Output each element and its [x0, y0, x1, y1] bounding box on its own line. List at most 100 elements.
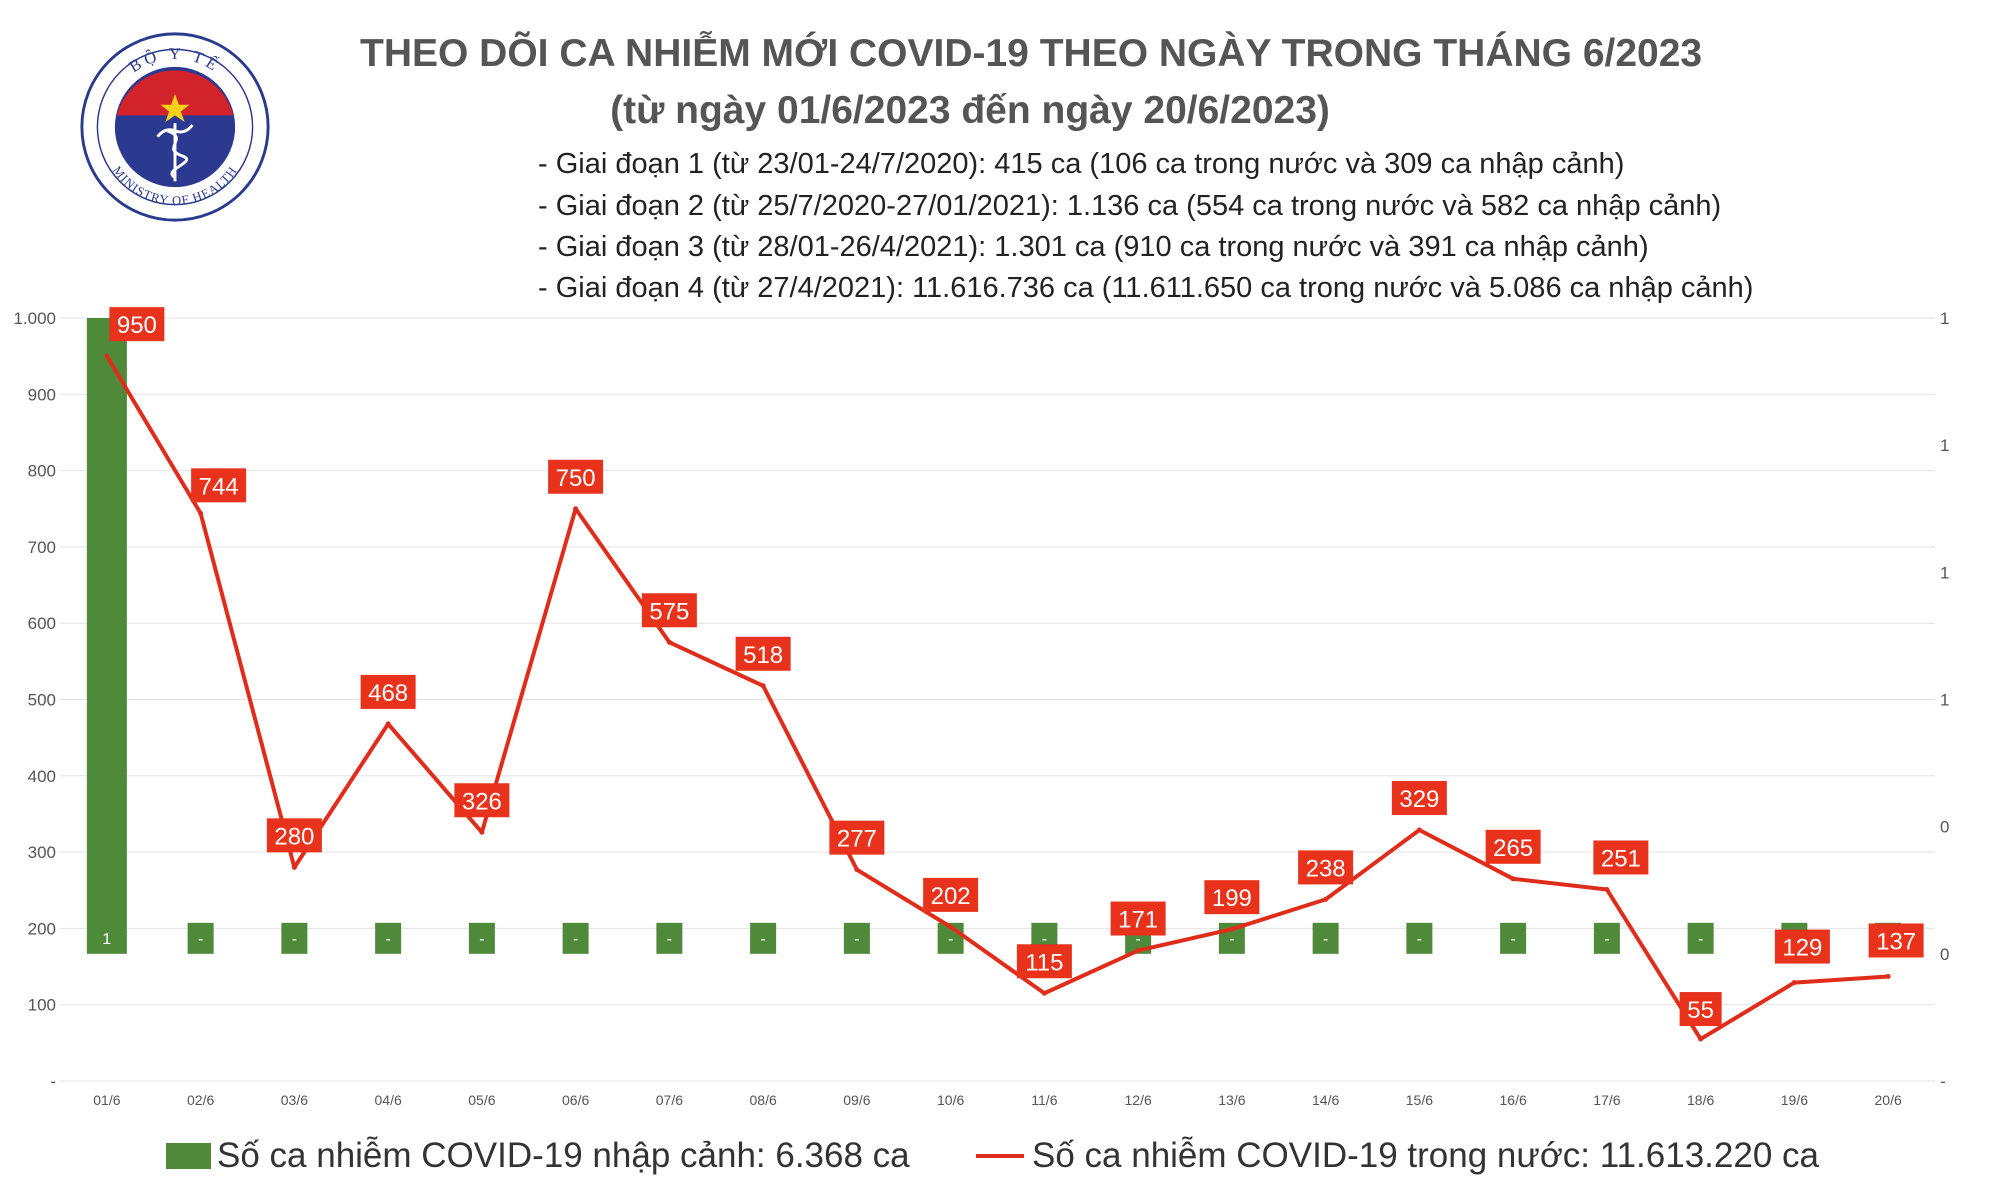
chart-title: THEO DÕI CA NHIỄM MỚI COVID-19 THEO NGÀY…	[360, 32, 1703, 75]
domestic-data-label-box	[360, 674, 416, 709]
x-axis-tick-label: 01/6	[93, 1092, 120, 1108]
domestic-data-point	[1135, 948, 1141, 954]
x-axis-tick-label: 15/6	[1406, 1092, 1433, 1108]
right-axis-tick-label: 0	[1940, 818, 1949, 837]
left-axis-tick-label: 200	[28, 919, 56, 938]
domestic-data-label: 251	[1601, 845, 1641, 872]
domestic-data-point	[1698, 1036, 1704, 1042]
imported-bar-placeholder	[1593, 922, 1620, 954]
domestic-data-label: 280	[274, 823, 314, 850]
domestic-data-label: 518	[743, 642, 783, 669]
imported-bar-placeholder	[843, 922, 870, 954]
imported-bar-placeholder	[656, 922, 683, 954]
domestic-data-label-box	[1593, 840, 1649, 875]
imported-bar-placeholder	[750, 922, 777, 954]
x-axis-tick-label: 20/6	[1875, 1092, 1902, 1108]
left-axis-tick-label: 500	[28, 691, 56, 710]
right-axis-tick-label: 0	[1940, 945, 1949, 964]
imported-bar-label: -	[1510, 931, 1515, 948]
domestic-data-label-box	[923, 877, 979, 912]
domestic-data-label-box	[1485, 829, 1541, 864]
x-axis-tick-label: 10/6	[937, 1092, 964, 1108]
right-axis-tick-label: 1	[1940, 436, 1949, 455]
left-axis-tick-label: 100	[28, 996, 56, 1015]
imported-bar-placeholder	[468, 922, 495, 954]
imported-bar-label: -	[760, 931, 765, 948]
imported-bar-label: -	[1229, 931, 1234, 948]
domestic-data-label-box	[1204, 880, 1260, 915]
left-axis-tick-label: 800	[28, 462, 56, 481]
domestic-data-label-box	[829, 820, 885, 855]
x-axis-tick-label: 13/6	[1218, 1092, 1245, 1108]
x-axis-tick-label: 12/6	[1125, 1092, 1152, 1108]
imported-bar-placeholder	[1312, 922, 1339, 954]
stage-1-text: - Giai đoạn 1 (từ 23/01-24/7/2020): 415 …	[538, 148, 1625, 180]
domestic-data-point	[1416, 827, 1422, 833]
legend-line-swatch	[976, 1154, 1024, 1158]
domestic-data-point	[1604, 886, 1610, 892]
domestic-data-label: 744	[199, 473, 239, 500]
domestic-data-point	[1323, 896, 1329, 902]
domestic-data-point	[1791, 980, 1797, 986]
x-axis-tick-label: 09/6	[843, 1092, 870, 1108]
x-axis-tick-label: 11/6	[1031, 1092, 1057, 1108]
domestic-data-point	[760, 683, 766, 689]
x-axis-tick-label: 02/6	[187, 1092, 214, 1108]
legend-domestic-label: Số ca nhiễm COVID-19 trong nước: 11.613.…	[1032, 1136, 1819, 1175]
domestic-data-label: 199	[1212, 885, 1252, 912]
domestic-data-label: 129	[1782, 935, 1822, 962]
imported-bar-label: -	[667, 931, 672, 948]
domestic-data-label-box	[641, 593, 697, 628]
domestic-data-label-box	[191, 468, 247, 503]
domestic-data-point	[666, 639, 672, 645]
x-axis-tick-label: 08/6	[750, 1092, 777, 1108]
domestic-data-label-box	[1391, 780, 1447, 815]
domestic-data-label: 326	[462, 788, 502, 815]
legend-item-domestic: Số ca nhiễm COVID-19 trong nước: 11.613.…	[976, 1130, 1819, 1182]
imported-bar-label: -	[1323, 931, 1328, 948]
domestic-data-label-box	[109, 307, 165, 342]
domestic-data-label: 171	[1118, 907, 1158, 934]
x-axis-tick-label: 06/6	[562, 1092, 589, 1108]
right-axis-tick-label: -	[1940, 1072, 1946, 1091]
domestic-data-label-box	[454, 783, 510, 818]
ministry-of-health-logo: BỘ Y TẾ MINISTRY OF HEALTH	[80, 32, 270, 222]
stage-4-text: - Giai đoạn 4 (từ 27/4/2021): 11.616.736…	[538, 272, 1754, 304]
domestic-data-label: 329	[1399, 786, 1439, 813]
stage-3-text: - Giai đoạn 3 (từ 28/01-26/4/2021): 1.30…	[538, 231, 1649, 263]
imported-bar-label: -	[479, 931, 484, 948]
x-axis-tick-label: 04/6	[375, 1092, 402, 1108]
x-axis-tick-label: 19/6	[1781, 1092, 1808, 1108]
imported-bar-placeholder	[562, 922, 589, 954]
imported-bar-label: -	[573, 931, 578, 948]
left-axis-tick-label: 600	[28, 614, 56, 633]
legend-bar-swatch	[166, 1143, 211, 1169]
imported-bar-label: -	[292, 931, 297, 948]
domestic-data-label-box	[1016, 944, 1072, 979]
x-axis-tick-label: 07/6	[656, 1092, 683, 1108]
domestic-data-label-box	[266, 818, 322, 853]
domestic-data-label: 950	[117, 312, 157, 339]
imported-bar-label: -	[854, 931, 859, 948]
stage-2-text: - Giai đoạn 2 (từ 25/7/2020-27/01/2021):…	[538, 190, 1722, 222]
imported-bar-placeholder	[1687, 922, 1714, 954]
domestic-data-point	[198, 510, 204, 516]
chart-legend: Số ca nhiễm COVID-19 nhập cảnh: 6.368 ca…	[0, 1130, 2000, 1182]
domestic-data-point	[1510, 876, 1516, 882]
imported-bar-label: -	[1604, 931, 1609, 948]
imported-bar	[86, 318, 127, 954]
star-icon	[160, 94, 190, 123]
domestic-cases-line	[105, 355, 1889, 1042]
domestic-data-point	[385, 721, 391, 727]
domestic-data-label: 265	[1493, 835, 1533, 862]
domestic-data-point	[573, 506, 579, 512]
left-axis-tick-label: 900	[28, 385, 56, 404]
domestic-data-label: 468	[368, 680, 408, 707]
domestic-data-label: 202	[931, 883, 971, 910]
domestic-data-label: 137	[1876, 928, 1916, 955]
domestic-data-label-box	[1868, 923, 1924, 958]
legend-imported-label: Số ca nhiễm COVID-19 nhập cảnh: 6.368 ca	[217, 1136, 910, 1175]
left-axis-tick-label: 300	[28, 843, 56, 862]
imported-bar-label: -	[1135, 931, 1140, 948]
right-axis-tick-label: 1	[1940, 563, 1949, 582]
